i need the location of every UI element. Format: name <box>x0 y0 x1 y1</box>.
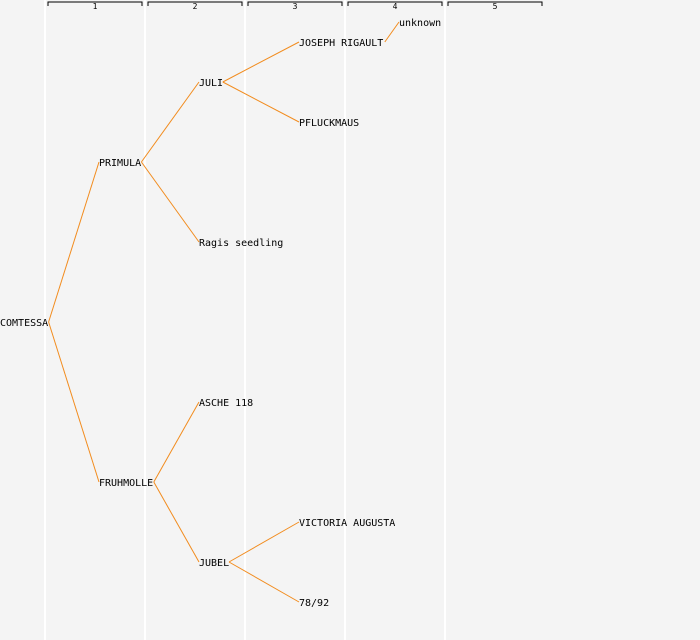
pedigree-edge <box>153 481 200 563</box>
column-number: 3 <box>293 2 298 11</box>
column-number: 5 <box>493 2 498 11</box>
node-label-unknown[interactable]: unknown <box>399 18 441 29</box>
node-label-victoria[interactable]: VICTORIA AUGUSTA <box>299 518 395 529</box>
node-label-pfluck[interactable]: PFLUCKMAUS <box>299 118 359 129</box>
pedigree-edge <box>222 41 300 83</box>
column-bracket <box>47 1 143 6</box>
column-bracket <box>447 1 543 6</box>
node-label-jubel[interactable]: JUBEL <box>199 558 229 569</box>
node-label-ragis[interactable]: Ragis seedling <box>199 238 283 249</box>
pedigree-edge <box>48 321 100 483</box>
pedigree-edge <box>48 161 100 323</box>
node-label-juli[interactable]: JULI <box>199 78 223 89</box>
node-label-n7892[interactable]: 78/92 <box>299 598 329 609</box>
pedigree-edge <box>228 561 300 603</box>
node-label-primula[interactable]: PRIMULA <box>99 158 141 169</box>
column-number: 4 <box>393 2 398 11</box>
column-number: 1 <box>93 2 98 11</box>
pedigree-edge <box>153 401 200 483</box>
node-label-comtessa[interactable]: COMTESSA <box>0 318 48 329</box>
pedigree-edge <box>228 521 300 563</box>
node-label-joseph[interactable]: JOSEPH RIGAULT <box>299 38 383 49</box>
column-bracket <box>147 1 243 6</box>
column-bracket <box>247 1 343 6</box>
node-label-asche[interactable]: ASCHE 118 <box>199 398 253 409</box>
pedigree-edge <box>140 81 200 163</box>
column-number: 2 <box>193 2 198 11</box>
pedigree-edge <box>384 21 400 43</box>
column-bracket <box>347 1 443 6</box>
node-label-fruhmolle[interactable]: FRUHMOLLE <box>99 478 153 489</box>
pedigree-edge <box>222 81 300 123</box>
pedigree-edge <box>140 161 200 243</box>
